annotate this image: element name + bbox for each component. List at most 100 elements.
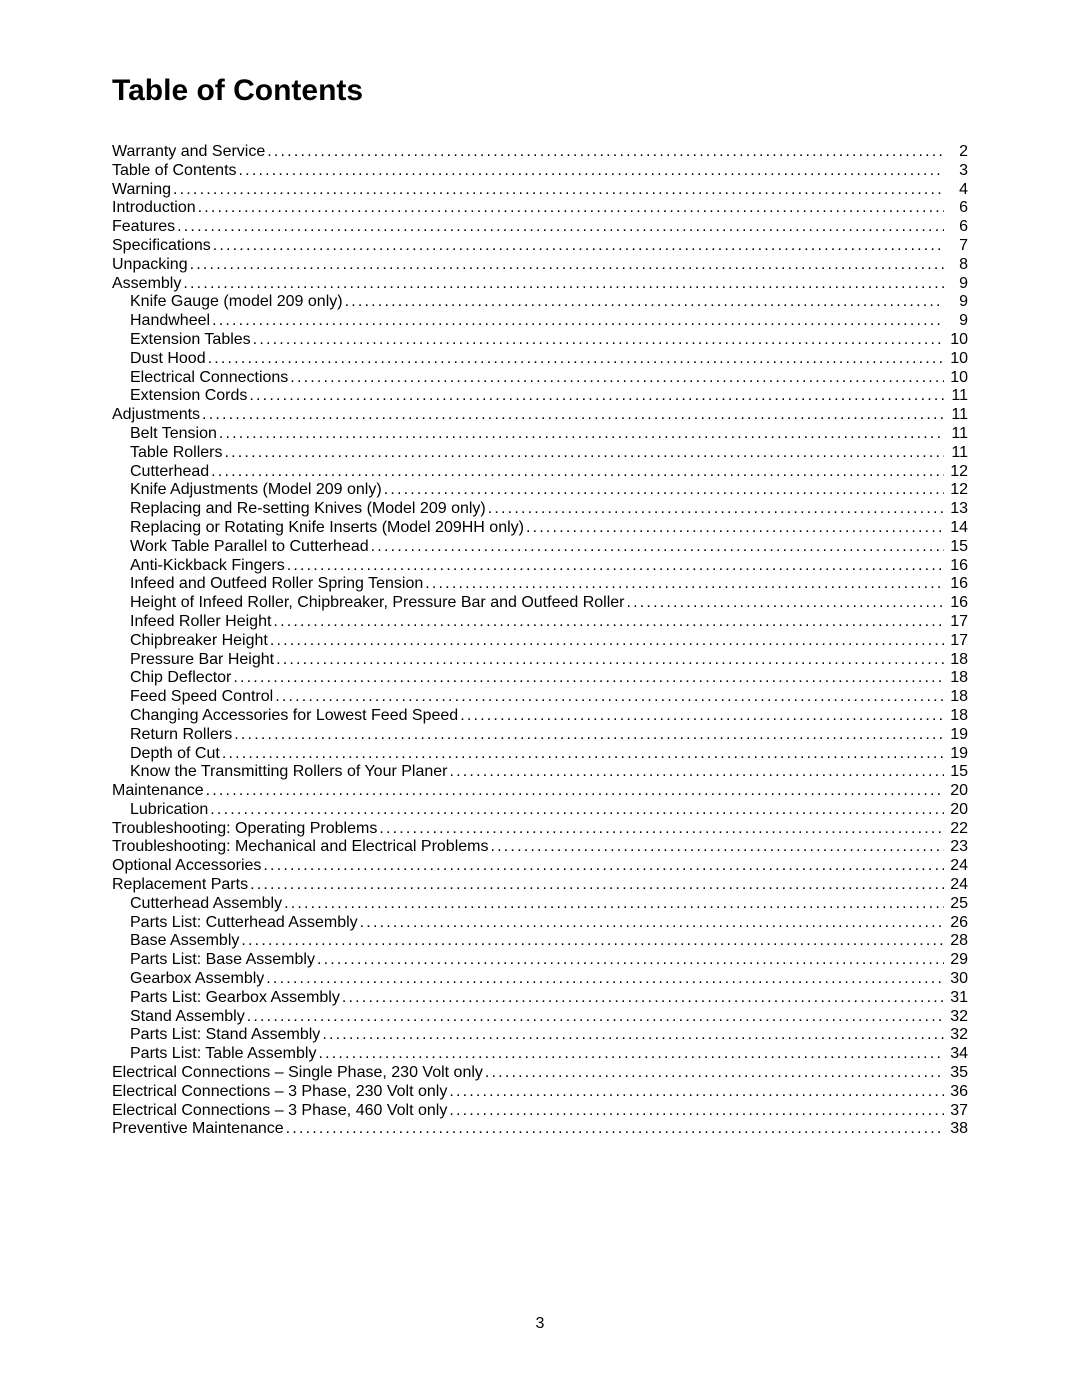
- toc-entry-label: Changing Accessories for Lowest Feed Spe…: [130, 708, 458, 724]
- toc-entry-label: Knife Adjustments (Model 209 only): [130, 482, 382, 498]
- toc-row: Dust Hood 10: [112, 351, 968, 367]
- toc-entry-page: 18: [946, 708, 968, 724]
- toc-entry-label: Extension Cords: [130, 388, 247, 404]
- toc-entry-page: 19: [946, 727, 968, 743]
- toc-entry-label: Extension Tables: [130, 332, 251, 348]
- toc-entry-page: 16: [946, 576, 968, 592]
- toc-row: Anti-Kickback Fingers16: [112, 558, 968, 574]
- toc-entry-label: Adjustments: [112, 407, 200, 423]
- toc-entry-page: 37: [946, 1103, 968, 1119]
- toc-entry-page: 11: [946, 407, 968, 423]
- toc-leader-dots: [290, 370, 944, 386]
- toc-entry-label: Infeed and Outfeed Roller Spring Tension: [130, 576, 423, 592]
- toc-row: Maintenance 20: [112, 783, 968, 799]
- toc-entry-page: 38: [946, 1121, 968, 1137]
- toc-row: Pressure Bar Height18: [112, 652, 968, 668]
- toc-leader-dots: [286, 1121, 944, 1137]
- toc-leader-dots: [284, 896, 944, 912]
- toc-entry-page: 10: [946, 351, 968, 367]
- toc-entry-page: 2: [946, 144, 968, 160]
- toc-row: Specifications7: [112, 238, 968, 254]
- toc-entry-page: 16: [946, 595, 968, 611]
- toc-leader-dots: [266, 971, 944, 987]
- toc-entry-label: Features: [112, 219, 175, 235]
- toc-title: Table of Contents: [112, 74, 968, 108]
- toc-row: Infeed Roller Height17: [112, 614, 968, 630]
- toc-row: Features 6: [112, 219, 968, 235]
- toc-entry-label: Maintenance: [112, 783, 204, 799]
- toc-entry-page: 34: [946, 1046, 968, 1062]
- toc-entry-page: 36: [946, 1084, 968, 1100]
- toc-entry-page: 11: [946, 426, 968, 442]
- toc-leader-dots: [177, 219, 944, 235]
- toc-leader-dots: [239, 163, 944, 179]
- toc-entry-label: Optional Accessories: [112, 858, 261, 874]
- toc-entry-page: 18: [946, 689, 968, 705]
- toc-entry-page: 11: [946, 388, 968, 404]
- toc-leader-dots: [213, 238, 944, 254]
- toc-row: Infeed and Outfeed Roller Spring Tension…: [112, 576, 968, 592]
- toc-row: Depth of Cut19: [112, 746, 968, 762]
- toc-leader-dots: [190, 257, 944, 273]
- toc-leader-dots: [202, 407, 944, 423]
- toc-leader-dots: [384, 482, 944, 498]
- toc-leader-dots: [234, 727, 944, 743]
- toc-entry-label: Handwheel: [130, 313, 210, 329]
- toc-leader-dots: [287, 558, 944, 574]
- toc-entry-label: Electrical Connections – 3 Phase, 460 Vo…: [112, 1103, 447, 1119]
- toc-entry-label: Base Assembly: [130, 933, 239, 949]
- toc-row: Stand Assembly32: [112, 1009, 968, 1025]
- toc-leader-dots: [425, 576, 944, 592]
- toc-leader-dots: [322, 1027, 944, 1043]
- toc-row: Parts List: Stand Assembly32: [112, 1027, 968, 1043]
- toc-leader-dots: [345, 294, 944, 310]
- toc-entry-label: Depth of Cut: [130, 746, 220, 762]
- toc-row: Adjustments 11: [112, 407, 968, 423]
- toc-leader-dots: [460, 708, 944, 724]
- toc-entry-page: 29: [946, 952, 968, 968]
- toc-entry-label: Unpacking: [112, 257, 188, 273]
- toc-leader-dots: [198, 200, 944, 216]
- toc-entry-page: 18: [946, 652, 968, 668]
- toc-entry-label: Dust Hood: [130, 351, 206, 367]
- toc-entry-page: 20: [946, 783, 968, 799]
- toc-row: Feed Speed Control18: [112, 689, 968, 705]
- toc-leader-dots: [488, 501, 944, 517]
- toc-row: Electrical Connections10: [112, 370, 968, 386]
- page-number: 3: [0, 1315, 1080, 1333]
- toc-leader-dots: [318, 1046, 944, 1062]
- toc-leader-dots: [490, 839, 944, 855]
- toc-leader-dots: [222, 746, 944, 762]
- toc-entry-label: Belt Tension: [130, 426, 217, 442]
- toc-entry-page: 15: [946, 764, 968, 780]
- toc-entry-page: 32: [946, 1009, 968, 1025]
- toc-entry-label: Electrical Connections: [130, 370, 288, 386]
- toc-row: Know the Transmitting Rollers of Your Pl…: [112, 764, 968, 780]
- toc-entry-page: 6: [946, 219, 968, 235]
- toc-leader-dots: [526, 520, 944, 536]
- toc-row: Gearbox Assembly30: [112, 971, 968, 987]
- toc-leader-dots: [249, 388, 944, 404]
- toc-row: Replacing and Re-setting Knives (Model 2…: [112, 501, 968, 517]
- toc-row: Electrical Connections – Single Phase, 2…: [112, 1065, 968, 1081]
- toc-leader-dots: [253, 332, 944, 348]
- toc-row: Electrical Connections – 3 Phase, 230 Vo…: [112, 1084, 968, 1100]
- toc-leader-dots: [224, 445, 944, 461]
- toc-entry-label: Return Rollers: [130, 727, 232, 743]
- toc-entry-page: 26: [946, 915, 968, 931]
- toc-leader-dots: [275, 689, 944, 705]
- toc-entry-label: Assembly: [112, 276, 181, 292]
- toc-leader-dots: [219, 426, 944, 442]
- toc-entry-page: 17: [946, 633, 968, 649]
- toc-entry-label: Gearbox Assembly: [130, 971, 264, 987]
- toc-entry-label: Lubrication: [130, 802, 208, 818]
- toc-entry-page: 32: [946, 1027, 968, 1043]
- toc-entry-label: Chipbreaker Height: [130, 633, 268, 649]
- toc-entry-label: Troubleshooting: Operating Problems: [112, 821, 377, 837]
- toc-entry-page: 31: [946, 990, 968, 1006]
- toc-row: Work Table Parallel to Cutterhead15: [112, 539, 968, 555]
- toc-entry-label: Knife Gauge (model 209 only): [130, 294, 343, 310]
- toc-leader-dots: [450, 764, 945, 780]
- toc-row: Knife Gauge (model 209 only)9: [112, 294, 968, 310]
- toc-row: Assembly9: [112, 276, 968, 292]
